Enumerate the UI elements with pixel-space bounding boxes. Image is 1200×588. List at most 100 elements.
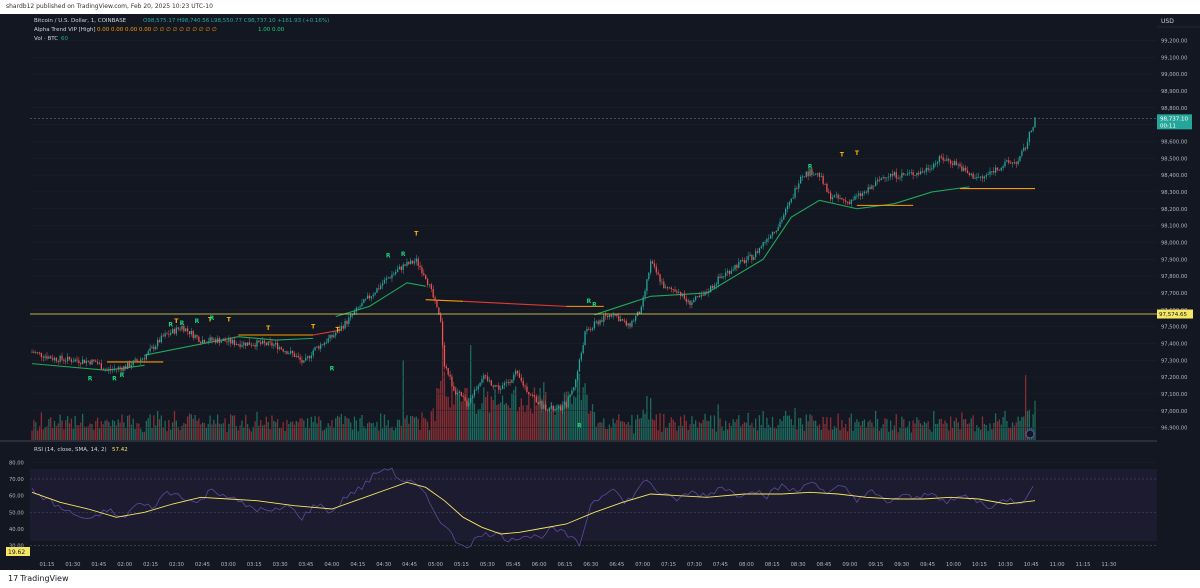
volume-bar [543, 382, 545, 440]
candle [976, 177, 978, 179]
chart-marker-icon[interactable] [1025, 429, 1035, 439]
candle [657, 272, 659, 275]
candle [81, 359, 84, 364]
candle [633, 320, 635, 322]
candle [987, 174, 989, 176]
candle [590, 328, 592, 330]
candle [156, 339, 159, 347]
price-axis[interactable] [1157, 14, 1200, 570]
volume-bar [507, 405, 509, 440]
candle [168, 333, 170, 335]
candle [672, 289, 674, 290]
volume-bar [904, 427, 907, 440]
candle [1002, 166, 1004, 168]
volume-bar [134, 428, 136, 440]
candle [755, 251, 757, 258]
candle [867, 187, 869, 193]
candle [760, 246, 762, 248]
volume-bar [623, 422, 626, 440]
volume-bar [571, 403, 573, 440]
candle [340, 326, 342, 331]
volume-bar [400, 425, 402, 440]
candle [111, 369, 114, 371]
volume-bar [816, 425, 819, 440]
volume-bar [608, 424, 611, 440]
candle [824, 183, 826, 185]
volume-bar [338, 417, 341, 440]
volume-bar [87, 426, 89, 440]
candle [601, 320, 603, 322]
volume-bar [978, 427, 980, 440]
volume-bar [938, 419, 941, 440]
candle [751, 254, 753, 260]
volume-bar [185, 423, 187, 440]
volume-bar [404, 418, 406, 440]
candle [745, 259, 747, 264]
candle [526, 386, 528, 392]
volume-bar [605, 428, 607, 440]
volume-bar [796, 429, 798, 440]
candle [985, 174, 987, 177]
tradingview-logo[interactable]: 17 TradingView [6, 574, 69, 583]
volume-bar [781, 421, 783, 440]
time-axis[interactable] [0, 557, 1200, 570]
time-tick-28: 08:15 [765, 562, 780, 568]
legend-indicator: Alpha Trend VIP [High] [34, 27, 96, 33]
volume-bar [537, 395, 539, 440]
candle [610, 314, 612, 317]
volume-bar [410, 416, 412, 440]
candle [608, 314, 611, 318]
candle [267, 341, 269, 346]
candle [269, 341, 271, 343]
candle [638, 311, 641, 314]
volume-bar [471, 397, 474, 440]
candle [254, 345, 256, 347]
volume-bar [301, 418, 303, 440]
candle [515, 370, 517, 375]
volume-bar [846, 431, 849, 440]
candle [243, 342, 245, 346]
candle [674, 289, 676, 292]
volume-bar [186, 416, 189, 440]
candle [1030, 130, 1032, 132]
volume-bar [33, 419, 35, 440]
volume-bar [115, 425, 118, 440]
candle [803, 176, 806, 178]
candle [87, 360, 89, 362]
candle [998, 169, 1001, 171]
candle [580, 352, 582, 360]
volume-bar [89, 423, 91, 440]
volume-bar [597, 423, 599, 440]
candle [663, 281, 665, 289]
candle [546, 410, 549, 412]
candle [383, 280, 386, 284]
volume-bar [138, 423, 140, 440]
candle [575, 379, 577, 388]
volume-bar [44, 427, 46, 440]
candle [222, 339, 224, 342]
candle [376, 288, 378, 293]
volume-bar [548, 408, 551, 440]
candle [1032, 127, 1034, 131]
candle [357, 307, 359, 309]
candle [65, 360, 67, 362]
candle [288, 353, 290, 355]
volume-bar [513, 389, 515, 440]
legend-symbol: Bitcoin / U.S. Dollar, 1, COINBASE [34, 18, 127, 24]
candle [458, 392, 461, 393]
candle [417, 258, 419, 266]
candle [728, 270, 731, 274]
volume-bar [503, 404, 506, 440]
volume-bar [74, 415, 76, 440]
volume-bar [275, 422, 277, 440]
candle [380, 285, 382, 289]
candle [518, 373, 521, 378]
volume-bar [408, 423, 410, 440]
volume-bar [886, 419, 888, 440]
candle [871, 185, 873, 189]
candle [766, 238, 768, 243]
volume-bar [588, 413, 590, 440]
volume-bar [614, 423, 616, 440]
candle [310, 355, 312, 359]
